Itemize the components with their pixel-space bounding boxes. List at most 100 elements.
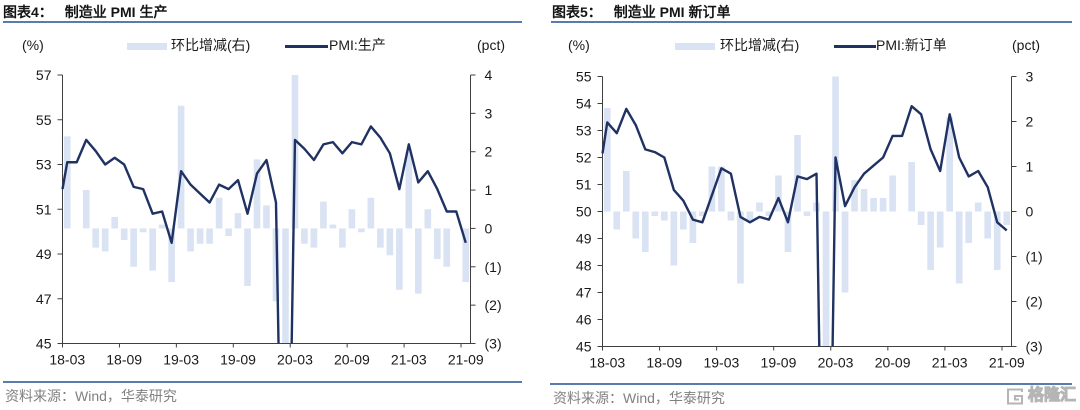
- bar: [822, 211, 830, 347]
- line-series: [61, 125, 467, 344]
- bar: [329, 224, 337, 229]
- bar: [870, 198, 877, 212]
- bar: [462, 228, 470, 283]
- combo-chart-new-orders: 45 46 47 48 49 50 51 52 53 54 55 (3) (2) (1) 0 1 2 3 18-03…: [576, 69, 1043, 371]
- bar: [965, 211, 973, 243]
- bar: [661, 211, 668, 221]
- y-tick-label: 45: [36, 336, 52, 352]
- bar-series: [603, 76, 1011, 347]
- y2-tick-label: 1: [485, 182, 493, 198]
- bar: [832, 76, 839, 212]
- bar: [984, 211, 992, 239]
- bar: [1003, 211, 1011, 225]
- bar: [689, 211, 697, 243]
- bar: [196, 228, 204, 244]
- bar-series: [63, 75, 470, 344]
- x-tick-label: 18-09: [106, 352, 142, 368]
- bar: [955, 211, 963, 284]
- y2-tick-label: 2: [485, 144, 493, 160]
- bar: [784, 211, 792, 252]
- legend-line-swatch: [285, 45, 328, 48]
- y-tick-label: 47: [576, 285, 592, 301]
- bar: [775, 175, 782, 212]
- watermark: 格隆汇: [1006, 387, 1077, 405]
- y-tick-label: 51: [576, 177, 592, 193]
- title-divider: [551, 21, 1072, 23]
- bar: [699, 211, 706, 216]
- bar: [756, 202, 763, 212]
- x-tick-label: 20-03: [818, 355, 854, 371]
- bar: [746, 211, 754, 221]
- bar: [386, 228, 394, 256]
- figure-title-text: 制造业 PMI 新订单: [613, 4, 731, 20]
- bar: [405, 151, 413, 229]
- left-axis-unit: (%): [568, 37, 590, 53]
- bar: [206, 228, 213, 244]
- bar: [974, 202, 982, 212]
- source-note: 资料来源：Wind，华泰研究: [5, 388, 177, 404]
- bar: [841, 211, 849, 293]
- bar: [149, 228, 156, 271]
- x-tick-label: 18-03: [589, 355, 625, 371]
- bar: [215, 197, 223, 229]
- y2-tick-label: 1: [1026, 159, 1034, 175]
- bar: [794, 135, 801, 212]
- bar: [158, 224, 166, 229]
- bar: [603, 108, 611, 212]
- y2-tick-label: (3): [485, 336, 502, 352]
- bar: [889, 175, 896, 212]
- figure-number: 图表5：: [552, 4, 602, 20]
- bar: [187, 228, 194, 252]
- bar: [358, 228, 365, 233]
- y2-tick-label: (1): [1026, 249, 1043, 265]
- y-tick-label: 53: [576, 123, 592, 139]
- bar: [414, 228, 422, 294]
- bar: [433, 228, 441, 260]
- legend-bar-label: 环比增减(右): [171, 37, 251, 53]
- line-series: [601, 105, 1008, 347]
- bar: [111, 216, 119, 229]
- bar: [101, 228, 109, 252]
- bar: [860, 189, 868, 212]
- bar: [168, 228, 175, 283]
- bar: [851, 180, 858, 212]
- x-tick-label: 21-03: [391, 352, 427, 368]
- axes: [597, 76, 1017, 351]
- x-tick-label: 19-09: [761, 355, 797, 371]
- legend-bar-label: 环比增减(右): [720, 37, 800, 53]
- bar: [367, 197, 375, 229]
- y-tick-label: 57: [36, 67, 52, 83]
- y2-tick-label: 3: [1026, 69, 1034, 85]
- bar: [244, 228, 251, 286]
- bar: [130, 228, 137, 267]
- y-tick-label: 51: [36, 201, 52, 217]
- legend-line-label: PMI:生产: [329, 37, 386, 53]
- bar: [443, 228, 451, 267]
- x-tick-label: 19-03: [163, 352, 199, 368]
- bar: [92, 228, 100, 248]
- y2-tick-label: (2): [1026, 294, 1043, 310]
- bar: [120, 228, 128, 240]
- bar: [917, 211, 925, 225]
- bar: [879, 198, 887, 212]
- bar: [424, 209, 432, 229]
- watermark-logo-icon: [1007, 388, 1023, 404]
- bar: [348, 209, 356, 229]
- title-divider: [3, 21, 522, 23]
- bar: [82, 190, 90, 229]
- figure-pmi-new-orders: 图表5： 制造业 PMI 新订单 (%) 环比增减(右) PMI:新订单 (pct…: [540, 0, 1080, 410]
- y2-tick-label: 4: [485, 67, 493, 83]
- pmi-line: [601, 105, 1008, 347]
- source-note: 资料来源：Wind，华泰研究: [553, 390, 725, 406]
- y2-tick-label: 2: [1026, 114, 1034, 130]
- y-tick-label: 48: [576, 258, 592, 274]
- y-tick-label: 45: [576, 339, 592, 355]
- figure-title: 图表5： 制造业 PMI 新订单: [552, 3, 730, 21]
- bar: [613, 211, 621, 230]
- y2-tick-label: (3): [1026, 339, 1043, 355]
- bar: [632, 211, 640, 239]
- y-tick-label: 55: [36, 112, 52, 128]
- x-tick-label: 20-09: [334, 352, 370, 368]
- bar: [803, 211, 811, 216]
- watermark-text: 格隆汇: [1027, 387, 1077, 405]
